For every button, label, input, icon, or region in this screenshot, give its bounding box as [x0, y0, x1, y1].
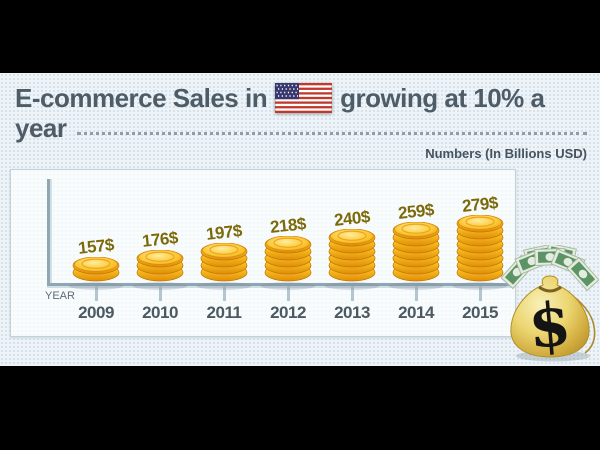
x-tick-label: 2013	[334, 303, 370, 322]
coin-stack-icon	[69, 257, 123, 290]
x-axis-tick	[223, 286, 226, 301]
x-tick-label: 2011	[206, 303, 242, 322]
money-bag-icon: $	[500, 242, 600, 368]
svg-text:$: $	[526, 289, 574, 362]
coin-stack-icon	[389, 222, 443, 290]
page-title-line1: E-commerce Sales in	[15, 82, 587, 114]
x-axis-tick	[95, 286, 98, 301]
title-text-after-flag: growing at 10% a	[340, 83, 545, 113]
x-axis-tick	[415, 286, 418, 301]
letterbox-bottom	[0, 366, 600, 450]
header: E-commerce Sales in	[15, 82, 587, 161]
x-axis-tick	[479, 286, 482, 301]
coin-stack-icon	[261, 236, 315, 290]
chart-units-label: Numbers (In Billions USD)	[425, 146, 587, 161]
x-tick-label: 2010	[142, 303, 178, 322]
dotted-divider	[76, 132, 587, 135]
x-axis-line	[47, 283, 513, 288]
letterbox-top	[0, 0, 600, 73]
page-title-line2: year	[15, 113, 587, 143]
x-tick-label: 2015	[462, 303, 498, 322]
x-axis-tick	[159, 286, 162, 301]
x-tick-label: 2012	[270, 303, 306, 322]
us-flag-icon	[274, 82, 333, 114]
coin-stack-icon	[133, 250, 187, 290]
x-axis-title: YEAR	[45, 290, 75, 302]
coin-stack-icon	[197, 243, 251, 290]
x-axis-tick	[287, 286, 290, 301]
coin-stack-icon	[325, 229, 379, 290]
title-text-before-flag: E-commerce Sales in	[15, 83, 268, 113]
x-tick-label: 2014	[398, 303, 434, 322]
x-tick-label: 2009	[78, 303, 114, 322]
dollar-bills	[500, 242, 600, 292]
coin-stack-icon	[453, 215, 507, 290]
title-text-year: year	[15, 113, 67, 143]
x-axis-tick	[351, 286, 354, 301]
content-area: E-commerce Sales in	[0, 73, 600, 366]
y-axis-line	[47, 179, 52, 283]
chart-area: YEAR 2009 157$ 2010 176$ 2011 197$ 2012 218$ 201…	[10, 169, 516, 337]
